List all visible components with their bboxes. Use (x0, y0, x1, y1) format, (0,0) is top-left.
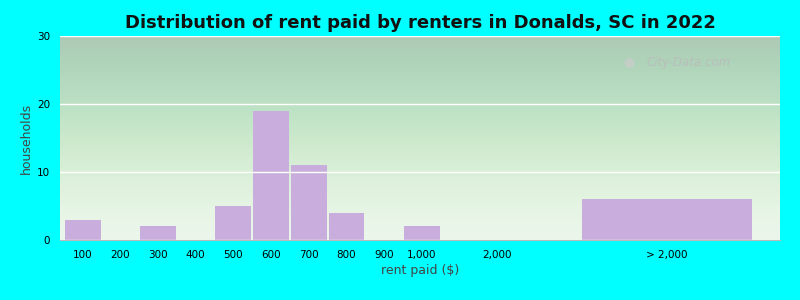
Bar (215, 206, 251, 240)
Title: Distribution of rent paid by renters in Donalds, SC in 2022: Distribution of rent paid by renters in … (125, 14, 715, 32)
Bar (582, 199, 752, 240)
Bar (329, 213, 364, 240)
Bar (253, 111, 289, 240)
Y-axis label: households: households (20, 102, 33, 174)
X-axis label: rent paid ($): rent paid ($) (381, 264, 459, 277)
Text: City-Data.com: City-Data.com (646, 56, 731, 69)
Text: ⬤: ⬤ (623, 57, 634, 68)
Bar (404, 226, 440, 240)
Bar (291, 165, 326, 240)
Bar (65, 220, 101, 240)
Bar (140, 226, 176, 240)
